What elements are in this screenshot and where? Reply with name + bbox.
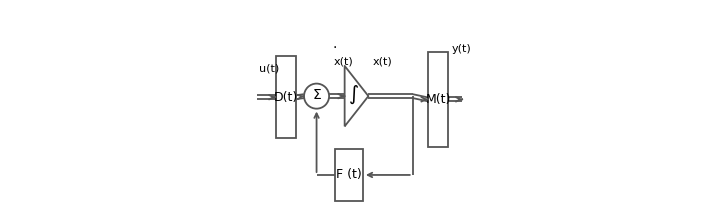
Bar [276,56,296,138]
Text: ·: · [333,41,337,55]
Text: y(t): y(t) [452,44,472,54]
Text: x(t): x(t) [334,57,354,67]
Text: $\Sigma$: $\Sigma$ [311,88,322,102]
Text: D(t): D(t) [274,91,298,104]
Text: M(t): M(t) [425,93,451,106]
Bar [428,52,449,147]
Bar [335,149,363,201]
Text: $\int$: $\int$ [348,84,359,106]
Text: u(t): u(t) [259,64,279,73]
Text: F (t): F (t) [336,168,362,181]
Text: x(t): x(t) [372,57,392,67]
